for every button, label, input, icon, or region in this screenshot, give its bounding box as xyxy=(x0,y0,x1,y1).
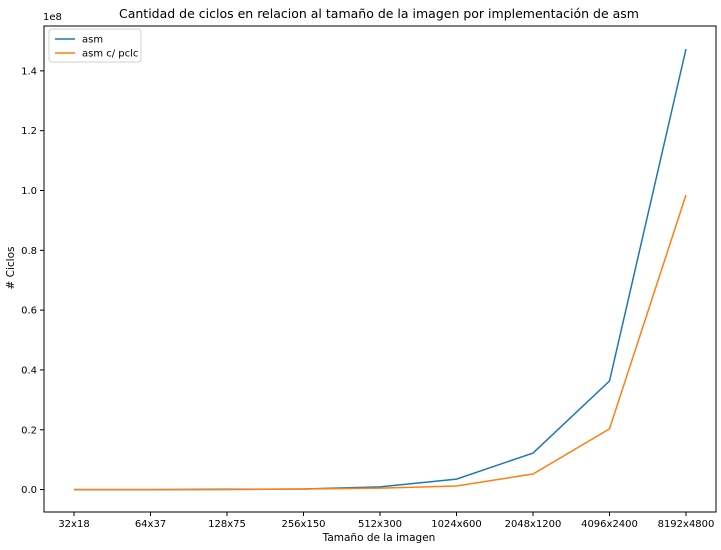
x-tick-label: 512x300 xyxy=(358,519,402,530)
y-tick-label: 0.8 xyxy=(21,246,37,257)
y-axis-multiplier: 1e8 xyxy=(43,12,62,23)
y-axis-label: # Ciclos xyxy=(5,247,17,290)
x-tick-label: 128x75 xyxy=(208,519,246,530)
y-tick-label: 1.0 xyxy=(21,186,37,197)
x-tick-label: 8192x4800 xyxy=(658,519,715,530)
x-tick-label: 64x37 xyxy=(135,519,166,530)
y-tick-label: 0.4 xyxy=(21,365,37,376)
axis-ticks: 0.0 0.2 0.4 0.6 0.8 1.0 1.2 1.4 32x18 64x37 128x75… xyxy=(21,66,714,530)
series-line-1 xyxy=(74,48,687,491)
legend-label: asm xyxy=(82,35,103,46)
x-tick-label: 1024x600 xyxy=(431,519,481,530)
legend-label: asm c/ pclc xyxy=(82,49,138,60)
x-axis-label: Tamaño de la imagen xyxy=(322,532,436,544)
series-lines xyxy=(74,48,687,491)
y-tick-label: 0.0 xyxy=(21,485,37,496)
y-tick-label: 1.4 xyxy=(21,66,37,77)
y-tick-label: 0.6 xyxy=(21,306,37,317)
x-tick-label: 256x150 xyxy=(281,519,325,530)
y-tick-label: 0.2 xyxy=(21,425,37,436)
series-line-2 xyxy=(74,194,687,491)
plot-frame xyxy=(43,25,717,513)
x-tick-label: 32x18 xyxy=(58,519,89,530)
plot-area xyxy=(43,25,717,513)
x-tick-label: 2048x1200 xyxy=(505,519,562,530)
legend: asm asm c/ pclc xyxy=(48,28,142,63)
y-tick-label: 1.2 xyxy=(21,126,37,137)
x-tick-label: 4096x2400 xyxy=(581,519,638,530)
chart-title: Cantidad de ciclos en relacion al tamaño… xyxy=(119,6,639,21)
